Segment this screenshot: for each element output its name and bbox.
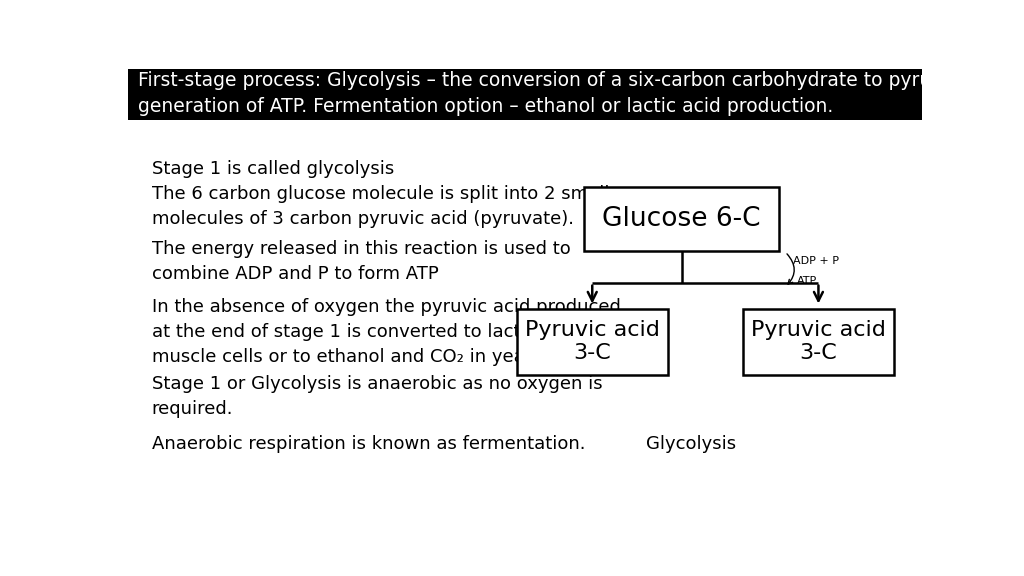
Text: Pyruvic acid
3-C: Pyruvic acid 3-C	[525, 320, 659, 363]
Text: ATP: ATP	[797, 276, 817, 286]
Text: First-stage process: Glycolysis – the conversion of a six-carbon carbohydrate to: First-stage process: Glycolysis – the co…	[137, 71, 1024, 116]
Text: The energy released in this reaction is used to
combine ADP and P to form ATP: The energy released in this reaction is …	[152, 240, 570, 283]
Text: Stage 1 or Glycolysis is anaerobic as no oxygen is
required.: Stage 1 or Glycolysis is anaerobic as no…	[152, 375, 602, 418]
Text: Glucose 6-C: Glucose 6-C	[602, 206, 761, 232]
Text: Pyruvic acid
3-C: Pyruvic acid 3-C	[751, 320, 886, 363]
FancyBboxPatch shape	[585, 187, 778, 251]
Text: Stage 1 is called glycolysis
The 6 carbon glucose molecule is split into 2 small: Stage 1 is called glycolysis The 6 carbo…	[152, 160, 628, 228]
FancyBboxPatch shape	[517, 309, 668, 375]
FancyBboxPatch shape	[128, 69, 922, 120]
Text: Anaerobic respiration is known as fermentation.: Anaerobic respiration is known as fermen…	[152, 435, 586, 453]
Text: In the absence of oxygen the pyruvic acid produced
at the end of stage 1 is conv: In the absence of oxygen the pyruvic aci…	[152, 298, 621, 366]
Text: ADP + P: ADP + P	[793, 256, 839, 266]
FancyBboxPatch shape	[743, 309, 894, 375]
Text: Glycolysis: Glycolysis	[646, 435, 736, 453]
FancyArrowPatch shape	[787, 254, 795, 284]
